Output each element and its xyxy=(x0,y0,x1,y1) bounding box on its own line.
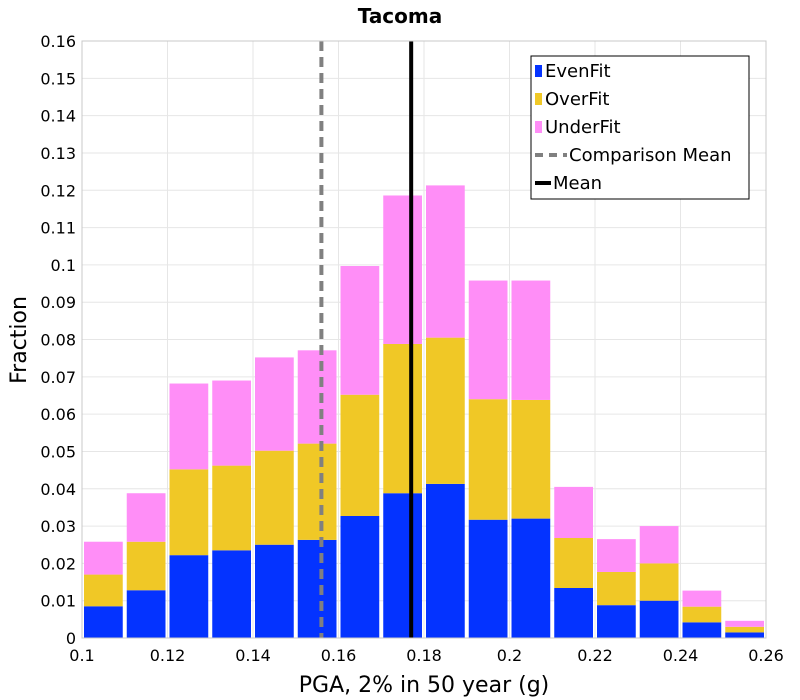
bar-overfit xyxy=(212,465,251,551)
bar-overfit xyxy=(297,443,337,540)
y-axis-ticks: 0 0.01 0.02 0.03 0.04 0.05 0.06 0.07 0.08 0.09 0.1… xyxy=(40,32,76,648)
bar-evenfit xyxy=(297,539,337,638)
legend-swatch-underfit xyxy=(535,121,542,133)
legend-label-comparison-mean: Comparison Mean xyxy=(569,145,732,166)
legend: EvenFit OverFit UnderFit Comparison Mean Mea… xyxy=(530,55,750,200)
bar-underfit xyxy=(84,541,123,575)
x-axis-ticks: 0.1 0.12 0.14 0.16 0.18 0.2 0.22 0.24 0.26 xyxy=(69,646,784,665)
plot-frame xyxy=(81,40,767,639)
bar-overfit xyxy=(554,538,593,589)
bar-overfit xyxy=(468,399,508,520)
bar-underfit xyxy=(511,280,551,400)
bar-overfit xyxy=(126,541,166,591)
bar-overfit xyxy=(84,574,123,607)
bar-underfit xyxy=(212,380,251,466)
bar-overfit xyxy=(639,563,679,601)
bar-underfit xyxy=(340,265,380,395)
bar-evenfit xyxy=(383,493,422,638)
y-tick-label: 0.06 xyxy=(40,405,76,424)
y-tick-label: 0.16 xyxy=(40,32,76,51)
y-tick-label: 0.01 xyxy=(40,592,76,611)
y-tick-label: 0.12 xyxy=(40,181,76,200)
legend-label-evenfit: EvenFit xyxy=(545,61,611,82)
bar-underfit xyxy=(468,280,508,400)
bar-underfit xyxy=(426,185,465,338)
bar-underfit xyxy=(169,383,209,470)
bars xyxy=(84,185,764,638)
y-tick-label: 0.05 xyxy=(40,442,76,461)
x-tick-label: 0.22 xyxy=(577,646,613,665)
x-tick-label: 0.18 xyxy=(406,646,442,665)
bar-underfit xyxy=(597,539,636,572)
y-tick-label: 0 xyxy=(66,629,76,648)
bar-underfit xyxy=(682,590,722,607)
legend-label-overfit: OverFit xyxy=(545,89,609,110)
bar-overfit xyxy=(255,450,294,545)
legend-swatch-evenfit xyxy=(535,65,542,77)
y-tick-label: 0.1 xyxy=(51,256,76,275)
bar-overfit xyxy=(725,626,764,633)
bar-evenfit xyxy=(468,519,508,638)
bar-evenfit xyxy=(169,555,209,638)
bar-evenfit xyxy=(255,544,294,638)
chart-title: Tacoma xyxy=(358,4,443,28)
x-axis-title: PGA, 2% in 50 year (g) xyxy=(299,673,550,698)
bar-evenfit xyxy=(682,622,722,638)
x-tick-label: 0.2 xyxy=(497,646,522,665)
legend-swatch-overfit xyxy=(535,93,542,105)
y-tick-label: 0.13 xyxy=(40,144,76,163)
bar-underfit xyxy=(297,350,337,444)
y-tick-label: 0.11 xyxy=(40,219,76,238)
y-tick-label: 0.02 xyxy=(40,554,76,573)
bar-evenfit xyxy=(639,600,679,638)
bar-overfit xyxy=(597,571,636,606)
y-tick-label: 0.08 xyxy=(40,331,76,350)
bar-overfit xyxy=(169,469,209,556)
y-tick-label: 0.04 xyxy=(40,480,76,499)
bar-evenfit xyxy=(340,515,380,638)
bar-evenfit xyxy=(426,483,465,638)
x-tick-label: 0.24 xyxy=(663,646,699,665)
bar-evenfit xyxy=(84,606,123,638)
y-tick-label: 0.14 xyxy=(40,107,76,126)
bar-underfit xyxy=(725,620,764,627)
legend-label-mean: Mean xyxy=(553,173,602,194)
bar-underfit xyxy=(639,526,679,564)
reference-lines xyxy=(319,41,414,638)
x-tick-label: 0.14 xyxy=(235,646,271,665)
bar-overfit xyxy=(682,606,722,623)
y-tick-label: 0.03 xyxy=(40,517,76,536)
bar-overfit xyxy=(383,343,422,494)
bar-overfit xyxy=(426,337,465,484)
bar-overfit xyxy=(340,394,380,516)
x-tick-label: 0.26 xyxy=(748,646,784,665)
y-axis-title: Fraction xyxy=(7,296,32,384)
bar-evenfit xyxy=(554,588,593,638)
x-tick-label: 0.1 xyxy=(69,646,94,665)
legend-box xyxy=(530,55,750,200)
bar-evenfit xyxy=(511,518,551,638)
bar-underfit xyxy=(255,357,294,451)
legend-label-underfit: UnderFit xyxy=(545,117,621,138)
bar-evenfit xyxy=(725,632,764,638)
y-tick-label: 0.09 xyxy=(40,293,76,312)
bar-underfit xyxy=(554,486,593,539)
y-tick-label: 0.15 xyxy=(40,69,76,88)
bar-evenfit xyxy=(212,550,251,638)
bar-evenfit xyxy=(597,605,636,638)
bar-overfit xyxy=(511,399,551,519)
bar-underfit xyxy=(126,493,166,542)
x-tick-label: 0.16 xyxy=(321,646,357,665)
x-tick-label: 0.12 xyxy=(150,646,186,665)
bar-underfit xyxy=(383,195,422,344)
y-tick-label: 0.07 xyxy=(40,368,76,387)
bar-evenfit xyxy=(126,590,166,638)
